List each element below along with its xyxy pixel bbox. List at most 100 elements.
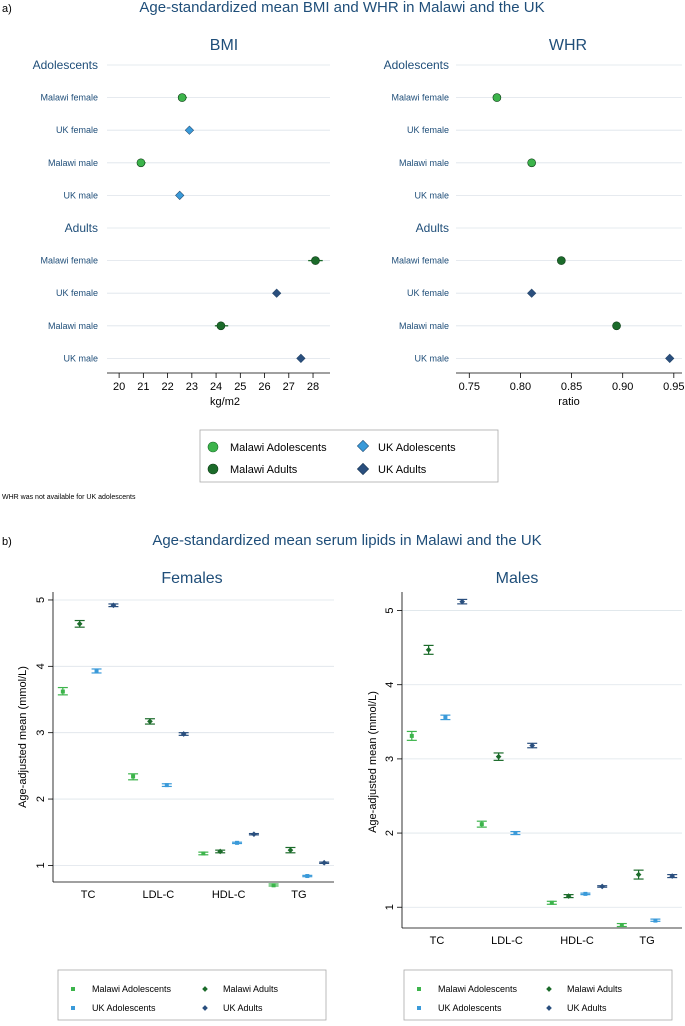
whr-x-tick-label: 0.85 xyxy=(561,381,582,393)
males-legend-uk-adolescents-label: UK Adolescents xyxy=(438,1003,502,1013)
females-malawi-adults-ldl-c-point xyxy=(147,718,153,725)
females-y-tick-label: 1 xyxy=(35,862,47,868)
males-legend-malawi-adolescents-icon xyxy=(417,987,421,991)
bmi-point-adolescents-malawi-female xyxy=(177,93,187,102)
females-x-tick-label-ldl-c: LDL-C xyxy=(142,889,174,901)
females-legend-malawi-adults-label: Malawi Adults xyxy=(223,984,279,994)
whr-row-label-adults-uk-female: UK female xyxy=(407,288,449,298)
whr-group-label-adults: Adults xyxy=(416,221,449,235)
females-legend-uk-adolescents-label: UK Adolescents xyxy=(92,1003,156,1013)
males-y-tick-label: 3 xyxy=(384,756,396,762)
females-malawi-adolescents-ldl-c-point xyxy=(131,774,136,779)
females-x-tick-label-tg: TG xyxy=(291,889,306,901)
whr-x-tick-label: 0.95 xyxy=(663,381,684,393)
males-y-tick-label: 5 xyxy=(384,607,396,613)
females-y-tick-label: 4 xyxy=(35,663,47,669)
bmi-row-label-adults-malawi-male: Malawi male xyxy=(48,321,98,331)
whr-x-tick-label: 0.90 xyxy=(612,381,633,393)
males-legend-malawi-adolescents-label: Malawi Adolescents xyxy=(438,984,518,994)
males-malawi-adults-ldl-c-point xyxy=(495,753,502,760)
females-y-axis-label: Age-adjusted mean (mmol/L) xyxy=(17,666,29,808)
bmi-group-label-adolescents: Adolescents xyxy=(33,58,98,72)
bmi-x-tick-label: 24 xyxy=(210,381,222,393)
legend-malawi-adults-label: Malawi Adults xyxy=(230,464,298,476)
females-malawi-adolescents-tg-point xyxy=(271,883,276,888)
females-uk-adults-tg-point xyxy=(321,859,327,866)
whr-row-label-adults-malawi-female: Malawi female xyxy=(391,256,449,266)
females-y-tick-label: 2 xyxy=(35,796,47,802)
females-malawi-adolescents-tc-point xyxy=(60,689,65,694)
females-uk-adults-tc-point xyxy=(110,602,117,609)
legend-uk-adolescents-icon xyxy=(356,439,370,453)
males-legend-uk-adolescents-icon xyxy=(417,1006,421,1010)
males-legend: Malawi Adolescents Malawi Adults UK Adol… xyxy=(403,969,673,1021)
bmi-point-adults-malawi-male xyxy=(216,321,226,331)
whr-group-label-adolescents: Adolescents xyxy=(384,58,449,72)
whr-row-label-adolescents-uk-male: UK male xyxy=(414,190,449,200)
females-legend-uk-adults-icon xyxy=(202,1005,208,1011)
females-malawi-adolescents-hdl-c-point xyxy=(201,851,206,856)
males-legend-uk-adults-label: UK Adults xyxy=(567,1003,607,1013)
males-malawi-adults-tc-point xyxy=(425,647,432,653)
legend-uk-adolescents-label: UK Adolescents xyxy=(378,442,456,454)
whr-x-tick-label: 0.80 xyxy=(510,381,531,393)
bmi-row-label-adolescents-malawi-male: Malawi male xyxy=(48,158,98,168)
females-legend-malawi-adults-icon xyxy=(202,986,208,992)
males-x-tick-label-ldl-c: LDL-C xyxy=(491,935,523,947)
whr-row-label-adolescents-uk-female: UK female xyxy=(407,125,449,135)
males-legend-malawi-adults-label: Malawi Adults xyxy=(567,984,623,994)
legend-malawi-adolescents-icon xyxy=(207,441,219,453)
whr-point-adolescents-malawi-male xyxy=(527,158,536,168)
panel-a-label: a) xyxy=(2,3,12,15)
females-uk-adolescents-hdl-c-point xyxy=(235,840,240,845)
bmi-point-adolescents-malawi-male xyxy=(136,158,146,168)
males-malawi-adolescents-hdl-c-point xyxy=(549,900,554,905)
whr-point-adults-uk-male xyxy=(665,353,675,363)
males-uk-adults-tg-point xyxy=(669,873,676,879)
bmi-point-adolescents-uk-male xyxy=(175,190,185,200)
bmi-row-label-adults-malawi-female: Malawi female xyxy=(40,256,98,266)
males-malawi-adolescents-ldl-c-point xyxy=(479,822,484,827)
males-x-tick-label-hdl-c: HDL-C xyxy=(560,935,594,947)
males-uk-adults-hdl-c-point xyxy=(599,883,606,890)
bmi-x-axis-label: kg/m2 xyxy=(210,396,240,408)
legend-malawi-adolescents-label: Malawi Adolescents xyxy=(230,442,327,454)
females-legend-malawi-adolescents-label: Malawi Adolescents xyxy=(92,984,172,994)
females-malawi-adults-tc-point xyxy=(76,621,83,627)
females-uk-adults-ldl-c-point xyxy=(180,731,187,737)
males-uk-adolescents-ldl-c-point xyxy=(513,831,518,836)
legend-malawi-adults-icon xyxy=(207,463,219,475)
females-uk-adolescents-tg-point xyxy=(305,874,310,879)
males-y-axis-label: Age-adjusted mean (mmol/L) xyxy=(367,691,379,833)
males-malawi-adolescents-tc-point xyxy=(409,733,414,738)
whr-row-label-adolescents-malawi-female: Malawi female xyxy=(391,93,449,103)
bmi-row-label-adolescents-uk-male: UK male xyxy=(63,190,98,200)
females-y-tick-label: 5 xyxy=(35,597,47,603)
males-lipids-plot: 1 2 3 4 5 TC LDL-C HDL-C TG xyxy=(384,592,682,947)
bmi-x-tick-label: 28 xyxy=(307,381,319,393)
bmi-point-adults-uk-male xyxy=(296,353,306,363)
males-legend-uk-adults-icon xyxy=(546,1005,552,1011)
males-y-tick-label: 2 xyxy=(384,830,396,836)
females-chart-title: Females xyxy=(161,570,222,587)
males-chart-title: Males xyxy=(496,570,539,587)
bmi-point-adolescents-uk-female xyxy=(184,125,195,135)
females-uk-adults-hdl-c-point xyxy=(251,831,257,838)
bmi-chart-title: BMI xyxy=(210,37,238,54)
bmi-row-label-adults-uk-female: UK female xyxy=(56,288,98,298)
females-legend-malawi-adolescents-icon xyxy=(71,987,75,991)
females-legend: Malawi Adolescents Malawi Adults UK Adol… xyxy=(57,969,327,1021)
legend-uk-adults-icon xyxy=(356,462,370,476)
bmi-group-label-adults: Adults xyxy=(65,221,98,235)
panel-b-title: Age-standardized mean serum lipids in Ma… xyxy=(152,532,541,549)
males-uk-adults-ldl-c-point xyxy=(529,742,536,749)
bmi-row-label-adults-uk-male: UK male xyxy=(63,353,98,363)
whr-row-label-adults-malawi-male: Malawi male xyxy=(399,321,449,331)
females-legend-box xyxy=(57,969,327,1021)
bmi-x-tick-label: 20 xyxy=(113,381,125,393)
males-x-tick-label-tc: TC xyxy=(430,935,445,947)
bmi-row-label-adolescents-uk-female: UK female xyxy=(56,125,98,135)
males-uk-adolescents-tc-point xyxy=(443,715,448,720)
males-x-tick-label-tg: TG xyxy=(639,935,654,947)
